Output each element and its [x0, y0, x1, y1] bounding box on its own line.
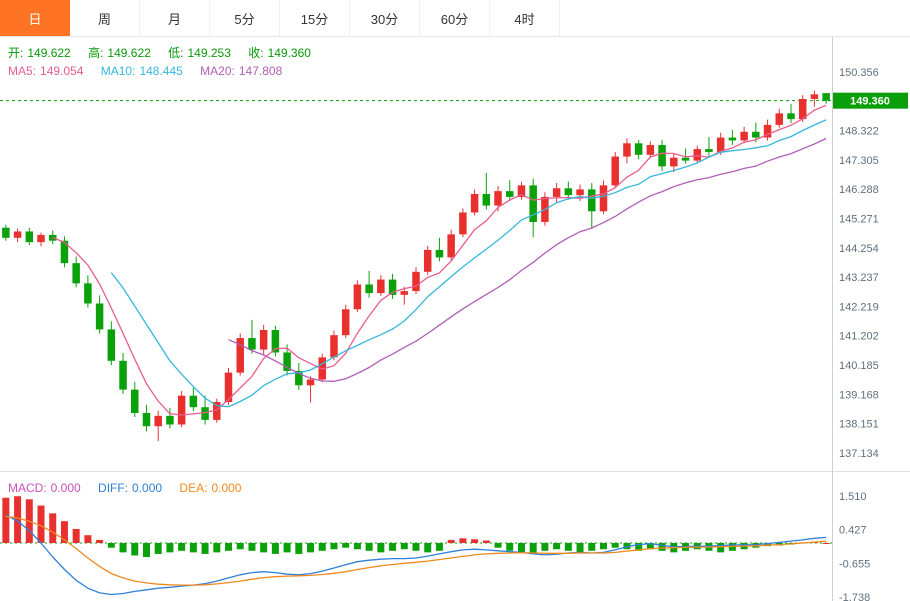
- tab-60min[interactable]: 60分: [420, 0, 490, 36]
- tab-4hour[interactable]: 4时: [490, 0, 560, 36]
- dea-line: [5, 515, 827, 586]
- svg-text:149.360: 149.360: [850, 96, 890, 108]
- ma20-line: [228, 137, 827, 382]
- price-axis-tick: 139.168: [839, 389, 879, 401]
- macd-axis-tick: 1.510: [839, 491, 867, 503]
- price-axis-tick: 140.185: [839, 360, 879, 372]
- price-axis-tick: 144.254: [839, 243, 879, 255]
- price-axis-tick: 138.151: [839, 419, 879, 431]
- main-chart-canvas[interactable]: 150.356149.339148.322147.305146.288145.2…: [0, 37, 910, 471]
- price-axis-tick: 137.134: [839, 448, 879, 460]
- price-axis-tick: 142.219: [839, 301, 879, 313]
- macd-axis-tick: 0.427: [839, 525, 867, 537]
- current-price-badge: [833, 92, 908, 109]
- macd-axis-tick: -1.738: [839, 592, 870, 601]
- tab-week[interactable]: 周: [70, 0, 140, 36]
- tab-month[interactable]: 月: [140, 0, 210, 36]
- tab-5min[interactable]: 5分: [210, 0, 280, 36]
- tab-30min[interactable]: 30分: [350, 0, 420, 36]
- macd-axis-tick: -0.655: [839, 558, 870, 570]
- price-axis-tick: 148.322: [839, 126, 879, 138]
- price-axis-tick: 146.288: [839, 184, 879, 196]
- tab-15min[interactable]: 15分: [280, 0, 350, 36]
- tab-day[interactable]: 日: [0, 0, 70, 36]
- ma5-line: [52, 104, 827, 416]
- timeframe-tabbar: 日 周 月 5分 15分 30分 60分 4时: [0, 0, 910, 37]
- chart-area: 150.356149.339148.322147.305146.288145.2…: [0, 37, 910, 601]
- price-axis-tick: 147.305: [839, 155, 879, 167]
- price-axis-tick: 150.356: [839, 67, 879, 79]
- price-axis-tick: 141.202: [839, 331, 879, 343]
- macd-histogram: [2, 496, 830, 558]
- candles-layer: [2, 90, 830, 441]
- price-axis-tick: 145.271: [839, 213, 879, 225]
- ma10-line: [110, 119, 827, 408]
- price-axis-tick: 143.237: [839, 272, 879, 284]
- diff-line: [5, 514, 827, 596]
- macd-panel-canvas[interactable]: 1.510 0.427 -0.655 -1.738: [0, 471, 910, 601]
